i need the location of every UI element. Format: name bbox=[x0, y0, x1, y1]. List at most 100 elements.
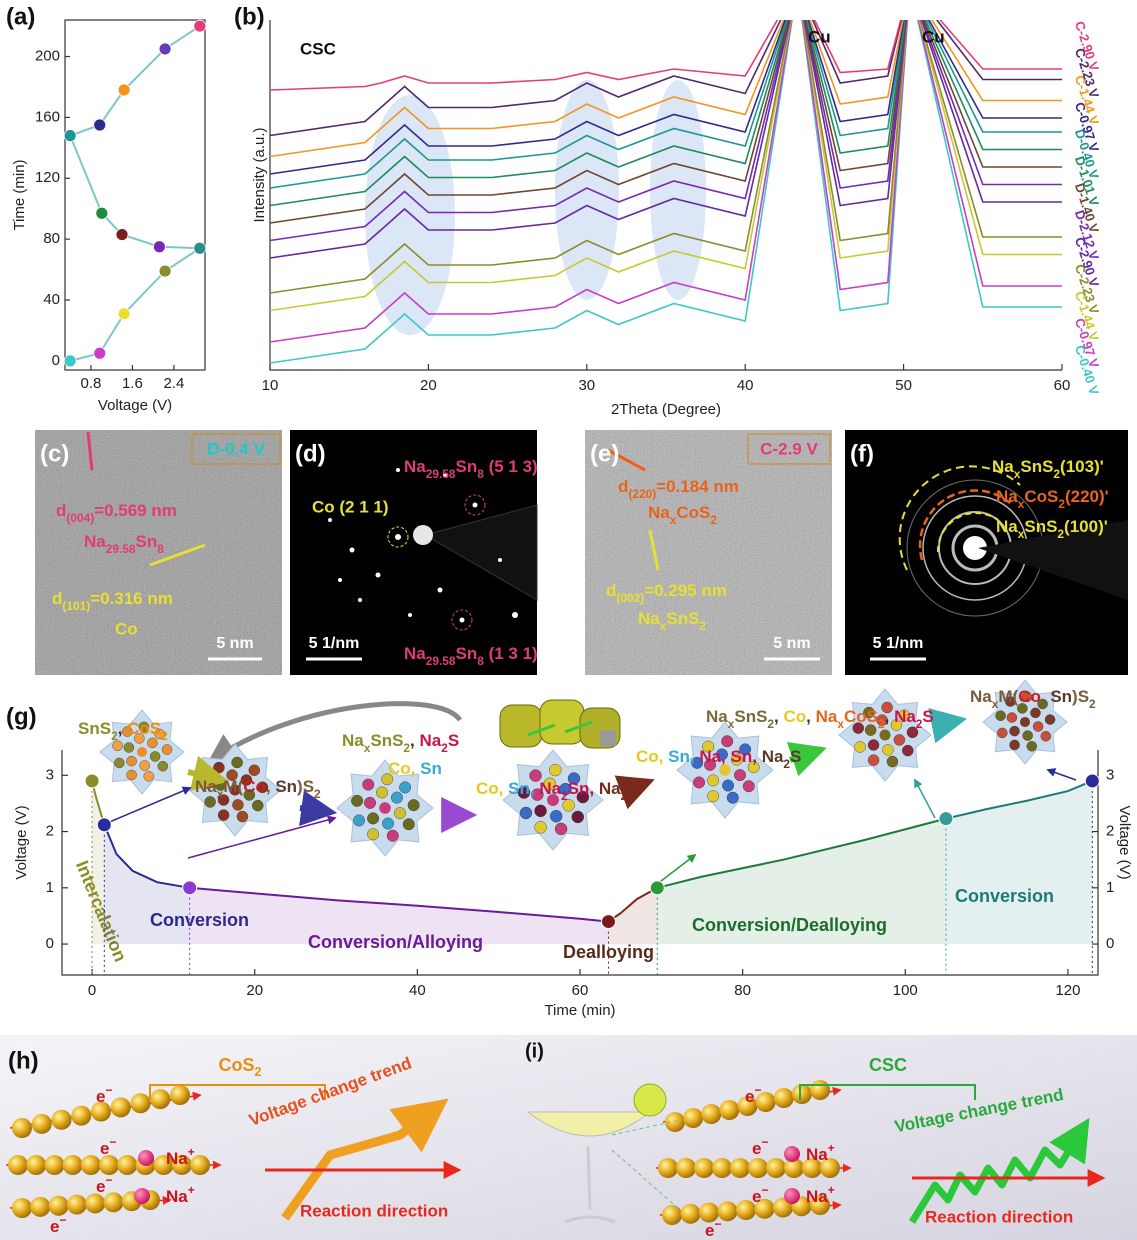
text-part: e bbox=[100, 1139, 109, 1158]
atom bbox=[379, 802, 391, 814]
atom bbox=[252, 800, 263, 811]
atom bbox=[894, 734, 905, 745]
text-part: (5 1 3) bbox=[484, 457, 538, 476]
text-part: Na bbox=[706, 707, 728, 726]
text-part: , bbox=[774, 707, 783, 726]
y-tick-label: 80 bbox=[43, 230, 60, 247]
y-tick-label: 120 bbox=[35, 169, 60, 186]
text-part: Na bbox=[996, 517, 1018, 536]
atom bbox=[887, 756, 898, 767]
panel-label: (c) bbox=[40, 440, 69, 467]
point bbox=[85, 774, 99, 788]
text-part: Co bbox=[784, 707, 807, 726]
point bbox=[650, 881, 664, 895]
text-part: M( bbox=[223, 777, 243, 796]
state-label: D-0.4 V bbox=[207, 439, 265, 458]
atom bbox=[1041, 731, 1051, 741]
atom bbox=[364, 797, 376, 809]
atom bbox=[137, 747, 147, 757]
atom bbox=[232, 757, 243, 768]
point bbox=[159, 265, 171, 277]
pointer-arrow bbox=[100, 788, 190, 826]
text-part: (100)' bbox=[1064, 517, 1108, 536]
electrode-atom bbox=[810, 1080, 830, 1100]
electrode-atom bbox=[52, 1110, 72, 1130]
text-part: CoS bbox=[844, 707, 878, 726]
text-part: 2 bbox=[161, 729, 168, 743]
atom bbox=[693, 777, 705, 789]
x-tick-label: 100 bbox=[893, 982, 918, 999]
text-part: e bbox=[752, 1139, 761, 1158]
atom bbox=[399, 782, 411, 794]
pointer-arrow bbox=[915, 780, 935, 818]
text-part: + bbox=[188, 1183, 195, 1197]
text-part: + bbox=[828, 1141, 835, 1155]
electrode-atom bbox=[12, 1198, 32, 1218]
electrode-atom bbox=[719, 1100, 739, 1120]
text-part: − bbox=[754, 1083, 761, 1097]
text-part: 2 bbox=[1089, 697, 1096, 711]
atom bbox=[868, 755, 879, 766]
atom bbox=[376, 787, 388, 799]
text-part: SnS bbox=[370, 731, 403, 750]
area bbox=[946, 781, 1092, 944]
atom bbox=[158, 761, 168, 771]
atom bbox=[996, 711, 1006, 721]
text-part: SnS bbox=[1024, 517, 1057, 536]
atom bbox=[218, 810, 229, 821]
atom bbox=[868, 739, 879, 750]
atom bbox=[902, 745, 913, 756]
atom bbox=[721, 736, 733, 748]
area bbox=[104, 825, 189, 944]
pointer-arrow bbox=[1048, 770, 1076, 780]
text-part: S bbox=[790, 747, 801, 766]
atom bbox=[353, 815, 365, 827]
text-part: Na bbox=[404, 644, 426, 663]
text-part: S bbox=[627, 779, 638, 798]
text-part: CoS bbox=[676, 503, 710, 522]
panel-label: (h) bbox=[8, 1047, 39, 1074]
spot-label: Co (2 1 1) bbox=[312, 497, 389, 516]
x-tick-label: 0 bbox=[88, 982, 96, 999]
electrode-atom bbox=[131, 1093, 151, 1113]
text-part: Sn bbox=[1050, 687, 1072, 706]
text-part: )S bbox=[1072, 687, 1089, 706]
text-part: e bbox=[50, 1217, 59, 1236]
text-part: Na bbox=[84, 532, 106, 551]
text-part: Na bbox=[806, 1187, 828, 1206]
electrode-atom bbox=[12, 1118, 32, 1138]
atom bbox=[408, 799, 420, 811]
atom bbox=[403, 819, 415, 831]
atom bbox=[114, 758, 124, 768]
x-axis-title: Voltage (V) bbox=[98, 397, 172, 414]
text-part: =0.295 nm bbox=[644, 581, 727, 600]
text-part: Na bbox=[970, 687, 992, 706]
atom bbox=[535, 805, 547, 817]
text-part: Na bbox=[166, 1149, 188, 1168]
state-label: C-2.9 V bbox=[760, 439, 818, 458]
x-axis-title: Time (min) bbox=[544, 1002, 615, 1019]
x-tick-label: 60 bbox=[572, 982, 589, 999]
atom bbox=[1030, 708, 1040, 718]
text-part: e bbox=[705, 1221, 714, 1240]
y-tick-label: 0 bbox=[46, 935, 54, 952]
text-part: Na bbox=[420, 731, 442, 750]
electrode-atom bbox=[67, 1195, 87, 1215]
text-part: , bbox=[1041, 687, 1050, 706]
point bbox=[194, 242, 206, 254]
area bbox=[657, 819, 946, 944]
text-part: d bbox=[606, 581, 616, 600]
text-part: e bbox=[752, 1187, 761, 1206]
atom bbox=[391, 792, 403, 804]
sodium-ion bbox=[134, 1188, 150, 1204]
panel-label: (g) bbox=[6, 703, 37, 730]
direction-label: Reaction direction bbox=[925, 1207, 1073, 1226]
text-part: (101) bbox=[62, 599, 90, 613]
atom bbox=[707, 790, 719, 802]
atom bbox=[572, 811, 584, 823]
text-part: Na bbox=[404, 457, 426, 476]
point bbox=[118, 308, 130, 320]
panel-label: (a) bbox=[6, 3, 35, 30]
text-part: , bbox=[589, 779, 598, 798]
electrode-atom bbox=[662, 1205, 682, 1225]
